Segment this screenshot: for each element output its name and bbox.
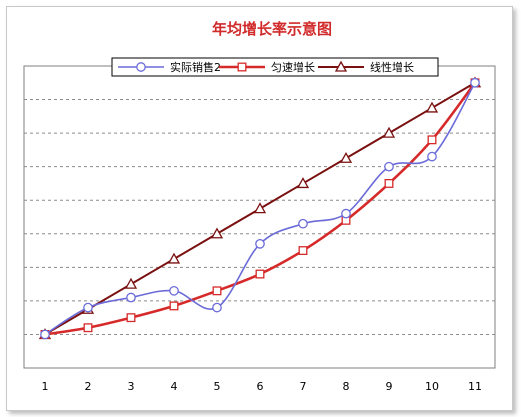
legend-label: 匀速增长 [271, 60, 315, 74]
series-group [38, 76, 482, 340]
series-point [253, 202, 267, 214]
series-point [126, 313, 136, 323]
x-tick-label: 9 [386, 380, 393, 393]
x-tick-label: 6 [257, 380, 264, 393]
series-point [296, 177, 310, 189]
series-point [212, 302, 222, 313]
series-point [136, 62, 146, 72]
x-tick-label: 3 [128, 380, 135, 393]
series-point [341, 208, 351, 219]
x-axis-ticks: 1 2 3 4 5 6 7 8 9 10 11 [42, 380, 483, 393]
series-point [83, 302, 93, 313]
series-point [384, 161, 394, 172]
legend-label: 线性增长 [370, 60, 414, 74]
series-point [83, 323, 93, 333]
series-point [169, 301, 179, 311]
series-point [427, 135, 437, 145]
series-point [425, 101, 439, 113]
legend-label: 实际销售2 [170, 60, 221, 74]
x-tick-label: 4 [171, 380, 178, 393]
series-point [470, 77, 480, 88]
series-point [40, 329, 50, 340]
series-point [169, 285, 179, 296]
x-tick-label: 10 [425, 380, 439, 393]
series-point [427, 151, 437, 162]
x-tick-label: 2 [85, 380, 92, 393]
series-point [255, 238, 265, 249]
series-point [124, 277, 138, 289]
legend: 实际销售2 匀速增长 线性增长 [111, 57, 439, 77]
series-point [237, 62, 247, 72]
series-point [126, 292, 136, 303]
series-point [382, 126, 396, 138]
series-point [212, 286, 222, 296]
legend-box [111, 57, 439, 77]
series-point [298, 218, 308, 229]
x-tick-label: 8 [343, 380, 350, 393]
series-point [334, 60, 348, 72]
x-tick-label: 7 [300, 380, 307, 393]
series-point [339, 151, 353, 163]
series-point [384, 178, 394, 188]
chart-title: 年均增长率示意图 [212, 20, 332, 38]
x-tick-label: 11 [468, 380, 482, 393]
x-tick-label: 5 [214, 380, 221, 393]
series-point [210, 227, 224, 239]
x-tick-label: 1 [42, 380, 49, 393]
series-point [298, 246, 308, 256]
series-point [255, 269, 265, 279]
series-point [167, 252, 181, 264]
